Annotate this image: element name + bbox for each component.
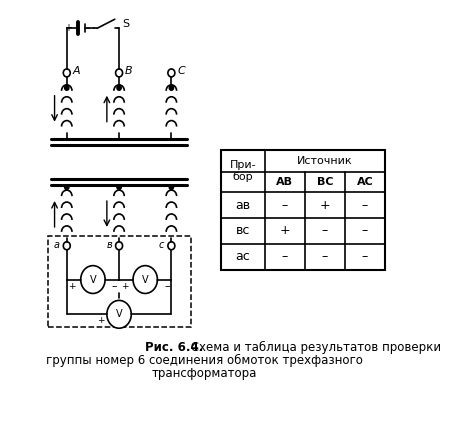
Text: –: –	[362, 250, 368, 263]
Bar	[221, 150, 385, 270]
Text: ас: ас	[235, 250, 250, 263]
Text: вс: вс	[236, 225, 250, 237]
Circle shape	[81, 265, 105, 293]
Circle shape	[107, 300, 131, 328]
Text: A: A	[73, 66, 80, 76]
Text: a: a	[54, 240, 60, 250]
Text: S: S	[122, 19, 130, 29]
Circle shape	[117, 185, 121, 189]
Text: –: –	[322, 225, 328, 237]
Text: C: C	[177, 66, 185, 76]
Circle shape	[133, 265, 157, 293]
Text: –: –	[282, 198, 288, 211]
Text: +: +	[121, 282, 128, 291]
Text: B: B	[125, 66, 133, 76]
Text: трансформатора: трансформатора	[152, 367, 257, 380]
Text: +: +	[97, 316, 104, 325]
Text: +: +	[319, 198, 330, 211]
Text: При-
бор: При- бор	[230, 160, 256, 182]
Circle shape	[117, 85, 121, 90]
Text: Схема и таблица результатов проверки: Схема и таблица результатов проверки	[187, 341, 441, 354]
Circle shape	[168, 242, 175, 250]
Circle shape	[64, 85, 69, 90]
Text: –: –	[282, 250, 288, 263]
Text: +: +	[279, 225, 290, 237]
Circle shape	[169, 85, 174, 90]
Text: –: –	[362, 225, 368, 237]
Text: Источник: Источник	[297, 156, 353, 166]
Circle shape	[64, 69, 70, 77]
Circle shape	[168, 69, 175, 77]
Circle shape	[64, 185, 69, 189]
Bar	[48, 236, 191, 327]
Text: в: в	[106, 240, 112, 250]
Text: V: V	[116, 309, 122, 319]
Text: Рис. 6.4.: Рис. 6.4.	[145, 341, 204, 354]
Text: +: +	[69, 282, 76, 291]
Circle shape	[116, 69, 122, 77]
Text: –: –	[112, 281, 117, 292]
Text: V: V	[142, 275, 149, 284]
Text: группы номер 6 соединения обмоток трехфазного: группы номер 6 соединения обмоток трехфа…	[46, 354, 363, 367]
Text: ВС: ВС	[317, 177, 333, 187]
Text: c: c	[159, 240, 164, 250]
Text: АС: АС	[356, 177, 373, 187]
Circle shape	[169, 185, 174, 189]
Text: V: V	[90, 275, 96, 284]
Circle shape	[116, 242, 122, 250]
Circle shape	[64, 242, 70, 250]
Text: –: –	[362, 198, 368, 211]
Text: –: –	[85, 23, 91, 33]
Text: +: +	[64, 23, 72, 33]
Text: АВ: АВ	[276, 177, 293, 187]
Text: –: –	[164, 281, 170, 292]
Text: ав: ав	[235, 198, 250, 211]
Text: –: –	[322, 250, 328, 263]
